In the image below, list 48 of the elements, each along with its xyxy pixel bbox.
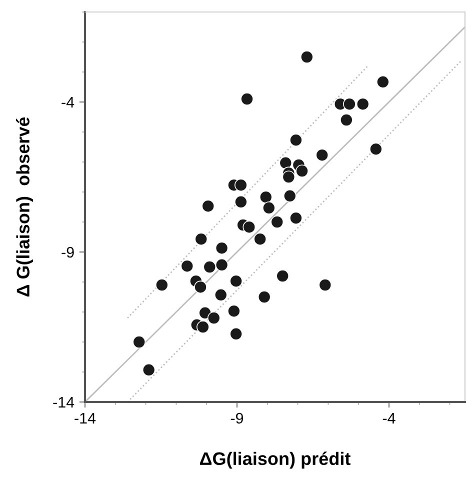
point bbox=[276, 270, 290, 282]
point bbox=[207, 312, 220, 324]
y-axis-title: Δ G(liaison) observé bbox=[16, 117, 34, 297]
point bbox=[300, 50, 314, 64]
x-tick-label: -14 bbox=[74, 412, 96, 424]
y-tick-label: -4 bbox=[62, 97, 74, 108]
point bbox=[376, 75, 390, 88]
point bbox=[234, 178, 248, 192]
point bbox=[202, 200, 215, 213]
point bbox=[234, 195, 248, 208]
point bbox=[290, 134, 302, 147]
point bbox=[318, 278, 332, 292]
point bbox=[262, 201, 276, 214]
point bbox=[215, 242, 228, 255]
point bbox=[290, 212, 302, 225]
point bbox=[215, 258, 228, 272]
point bbox=[214, 288, 228, 302]
point bbox=[369, 142, 382, 156]
point bbox=[283, 189, 296, 202]
point bbox=[242, 220, 256, 234]
point bbox=[230, 274, 243, 288]
point bbox=[240, 92, 254, 106]
point bbox=[155, 278, 168, 292]
x-tick-label: -4 bbox=[382, 412, 396, 424]
point bbox=[282, 170, 296, 184]
x-tick-label: -9 bbox=[230, 412, 244, 424]
point bbox=[196, 320, 210, 334]
point bbox=[356, 98, 370, 111]
point bbox=[316, 148, 329, 162]
point bbox=[194, 232, 208, 246]
point bbox=[230, 327, 243, 340]
point bbox=[279, 156, 292, 170]
point bbox=[270, 216, 284, 228]
point bbox=[340, 114, 353, 126]
point bbox=[203, 260, 216, 274]
point bbox=[254, 232, 267, 246]
point bbox=[180, 260, 194, 273]
point bbox=[343, 98, 356, 111]
y-tick-label: -9 bbox=[62, 246, 74, 258]
point bbox=[142, 363, 156, 376]
x-axis-title: ΔG(liaison) prédit bbox=[200, 452, 350, 469]
point bbox=[259, 190, 272, 204]
point bbox=[132, 336, 146, 348]
point bbox=[194, 280, 207, 294]
point bbox=[296, 164, 308, 178]
point bbox=[258, 290, 271, 304]
y-tick-label: -14 bbox=[53, 397, 74, 408]
point bbox=[228, 304, 240, 318]
